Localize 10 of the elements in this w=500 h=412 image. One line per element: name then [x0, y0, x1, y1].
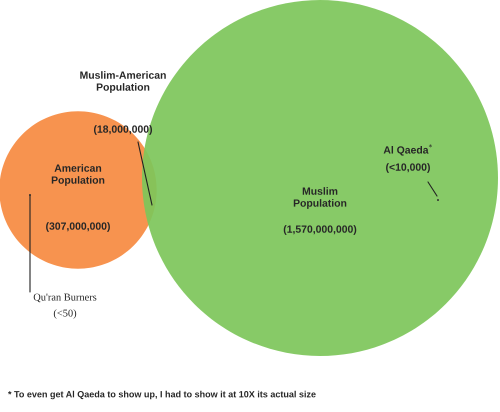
data-label: (<10,000) — [386, 163, 430, 173]
data-label: (<50) — [54, 309, 76, 319]
data-label: (307,000,000) — [46, 222, 110, 232]
data-label: (1,570,000,000) — [284, 225, 356, 235]
category-label: Al Qaeda$^{*}$ — [384, 144, 432, 156]
text: * To even get Al Qaeda to show up, I had to show it at 10X its actual size — [8, 390, 316, 400]
category-label: Qu'ran Burners — [34, 294, 96, 302]
category-label: Muslim-American Population — [80, 71, 166, 93]
category-label: American Population — [52, 164, 104, 186]
category-label: Muslim Population — [294, 187, 346, 209]
